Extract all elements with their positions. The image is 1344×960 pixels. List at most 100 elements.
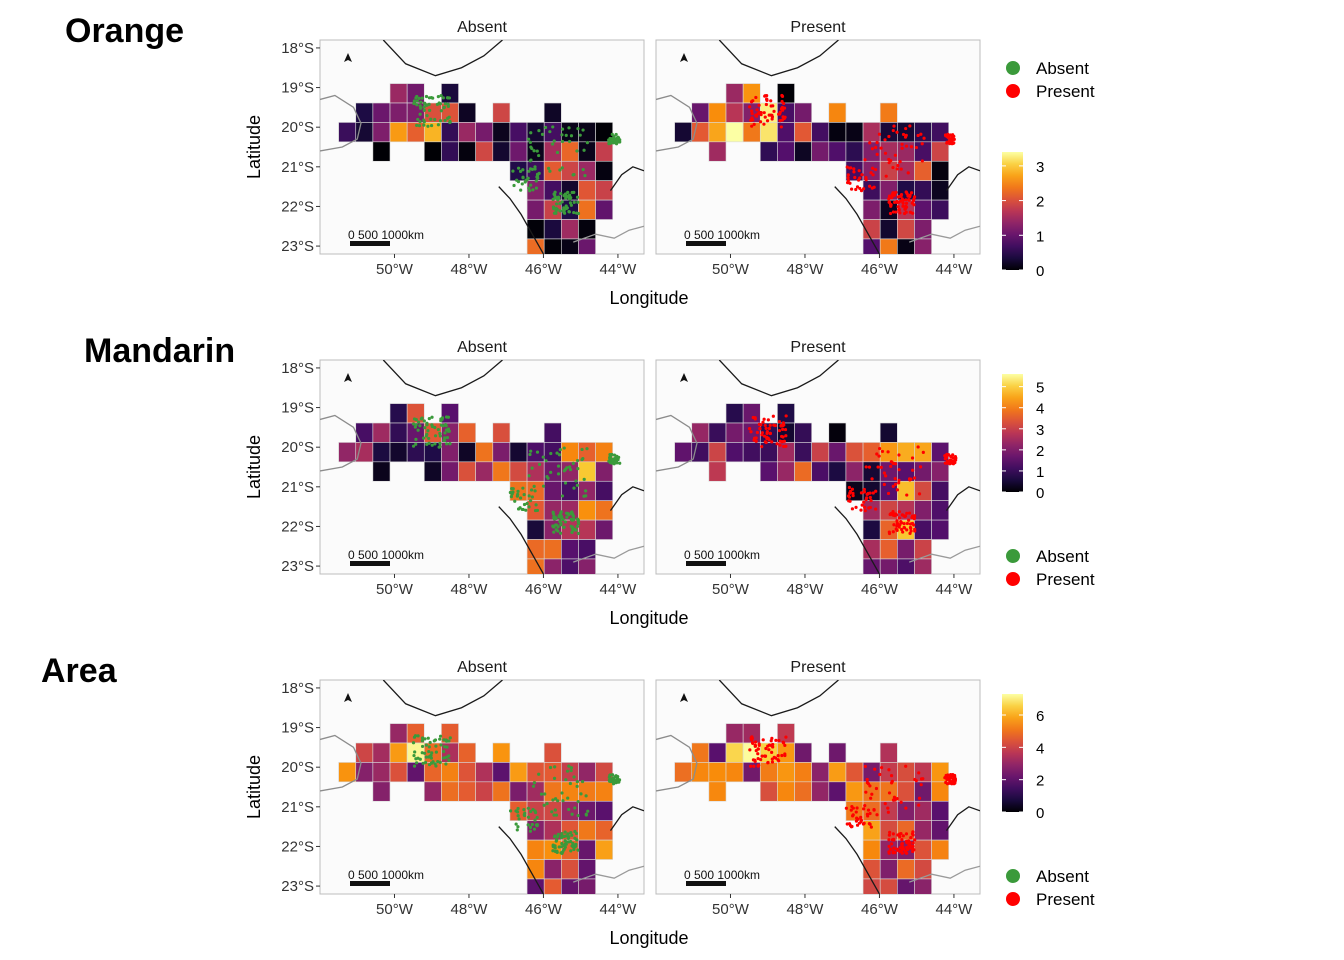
- grid-cell: [828, 102, 847, 123]
- grid-cell: [674, 762, 693, 783]
- x-tick-label: 50°W: [376, 901, 414, 918]
- occurrence-point: [863, 764, 867, 769]
- grid-cell: [372, 461, 391, 482]
- occurrence-point: [904, 144, 909, 148]
- state-border: [498, 506, 545, 574]
- occurrence-point: [778, 112, 782, 116]
- occurrence-point: [560, 850, 565, 854]
- grid-cell: [777, 141, 795, 162]
- occurrence-point: [427, 745, 431, 749]
- occurrence-point: [877, 132, 882, 136]
- occurrence-point: [429, 123, 434, 128]
- occurrence-point: [568, 193, 572, 197]
- grid-cell: [828, 762, 847, 783]
- occurrence-point: [554, 206, 558, 210]
- occurrence-point: [769, 99, 773, 103]
- occurrence-point: [528, 189, 532, 193]
- grid-cell: [708, 422, 727, 443]
- occurrence-point: [570, 812, 574, 816]
- occurrence-point: [576, 520, 580, 524]
- occurrence-point: [894, 527, 898, 531]
- scale-bar-label: 0 500 1000km: [684, 548, 760, 562]
- occurrence-point: [537, 153, 541, 158]
- occurrence-point: [904, 201, 909, 205]
- occurrence-point: [572, 210, 576, 215]
- occurrence-point: [555, 150, 560, 155]
- grid-cell: [595, 800, 614, 821]
- occurrence-point: [553, 190, 557, 194]
- colorbar-tick-label: 0: [1036, 263, 1044, 280]
- grid-cell: [845, 122, 864, 143]
- occurrence-point: [552, 515, 556, 519]
- occurrence-point: [764, 440, 768, 445]
- occurrence-point: [904, 832, 909, 836]
- grid-cell: [492, 141, 511, 162]
- occurrence-point: [890, 781, 894, 785]
- occurrence-point: [420, 736, 425, 740]
- colorbar-tick-label: 1: [1036, 464, 1044, 481]
- occurrence-point: [442, 105, 446, 109]
- grid-cell: [725, 762, 744, 783]
- grid-cell: [931, 519, 950, 540]
- grid-cell: [725, 442, 744, 463]
- grid-cell: [879, 102, 898, 123]
- occurrence-point: [909, 836, 913, 840]
- occurrence-point: [575, 149, 579, 153]
- occurrence-point: [511, 169, 515, 173]
- occurrence-point: [919, 132, 923, 136]
- colorbar-tick-label: 5: [1036, 380, 1044, 397]
- occurrence-point: [945, 774, 949, 779]
- occurrence-point: [767, 426, 771, 431]
- occurrence-point: [438, 119, 443, 123]
- occurrence-point: [892, 795, 897, 799]
- occurrence-point: [524, 508, 528, 512]
- occurrence-point: [871, 491, 875, 495]
- occurrence-point: [781, 427, 785, 431]
- occurrence-point: [548, 169, 552, 173]
- occurrence-point: [907, 518, 911, 522]
- occurrence-point: [776, 758, 780, 762]
- occurrence-point: [873, 767, 877, 771]
- grid-cell: [578, 839, 596, 860]
- occurrence-point: [847, 499, 851, 503]
- grid-cell: [389, 422, 408, 443]
- grid-cell: [389, 83, 408, 104]
- grid-cell: [561, 122, 579, 143]
- grid-cell: [794, 422, 812, 443]
- x-tick-label: 46°W: [861, 901, 899, 918]
- occurrence-point: [441, 96, 445, 100]
- occurrence-point: [893, 482, 898, 486]
- state-border: [382, 40, 503, 77]
- occurrence-point: [905, 511, 909, 515]
- occurrence-point: [554, 839, 558, 843]
- occurrence-point: [416, 428, 420, 432]
- colorbar-tick-label: 3: [1036, 422, 1044, 439]
- occurrence-point: [889, 204, 893, 208]
- occurrence-point: [887, 844, 891, 848]
- occurrence-point: [556, 529, 560, 533]
- occurrence-point: [907, 511, 912, 515]
- grid-cell: [897, 122, 915, 143]
- occurrence-point: [561, 799, 565, 803]
- occurrence-point: [425, 432, 429, 436]
- occurrence-point: [434, 744, 438, 748]
- occurrence-point: [897, 200, 901, 204]
- grid-cell: [492, 762, 511, 783]
- grid-cell: [578, 199, 596, 220]
- occurrence-point: [901, 530, 905, 534]
- occurrence-point: [529, 145, 533, 149]
- occurrence-point: [527, 186, 531, 190]
- occurrence-point: [908, 525, 913, 530]
- occurrence-point: [892, 124, 896, 128]
- occurrence-point: [893, 851, 897, 855]
- grid-cell: [338, 762, 357, 783]
- grid-cell: [441, 461, 459, 482]
- occurrence-point: [428, 740, 432, 745]
- grid-cell: [914, 199, 932, 220]
- grid-cell: [794, 122, 812, 143]
- occurrence-point: [448, 442, 452, 446]
- occurrence-point: [427, 417, 431, 421]
- grid-cell: [475, 442, 494, 463]
- legend-label: Absent: [1036, 547, 1089, 566]
- occurrence-point: [894, 210, 898, 214]
